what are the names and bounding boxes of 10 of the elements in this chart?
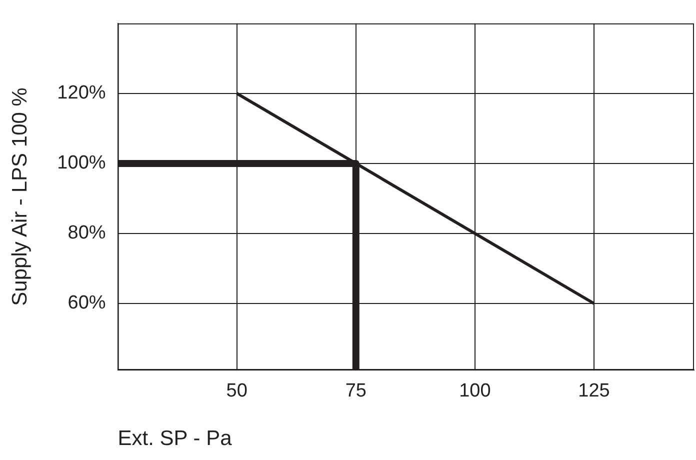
y-tick-label: 80%: [68, 222, 106, 244]
x-axis-title: Ext. SP - Pa: [118, 427, 232, 450]
y-tick-label: 120%: [57, 82, 106, 104]
y-tick-label: 100%: [57, 152, 106, 174]
x-tick-label: 100: [459, 380, 491, 402]
y-tick-label: 60%: [68, 292, 106, 314]
y-axis-title: Supply Air - LPS 100 %: [8, 88, 32, 306]
x-tick-label: 125: [578, 380, 610, 402]
x-tick-label: 50: [226, 380, 248, 402]
x-tick-label: 75: [345, 380, 366, 402]
